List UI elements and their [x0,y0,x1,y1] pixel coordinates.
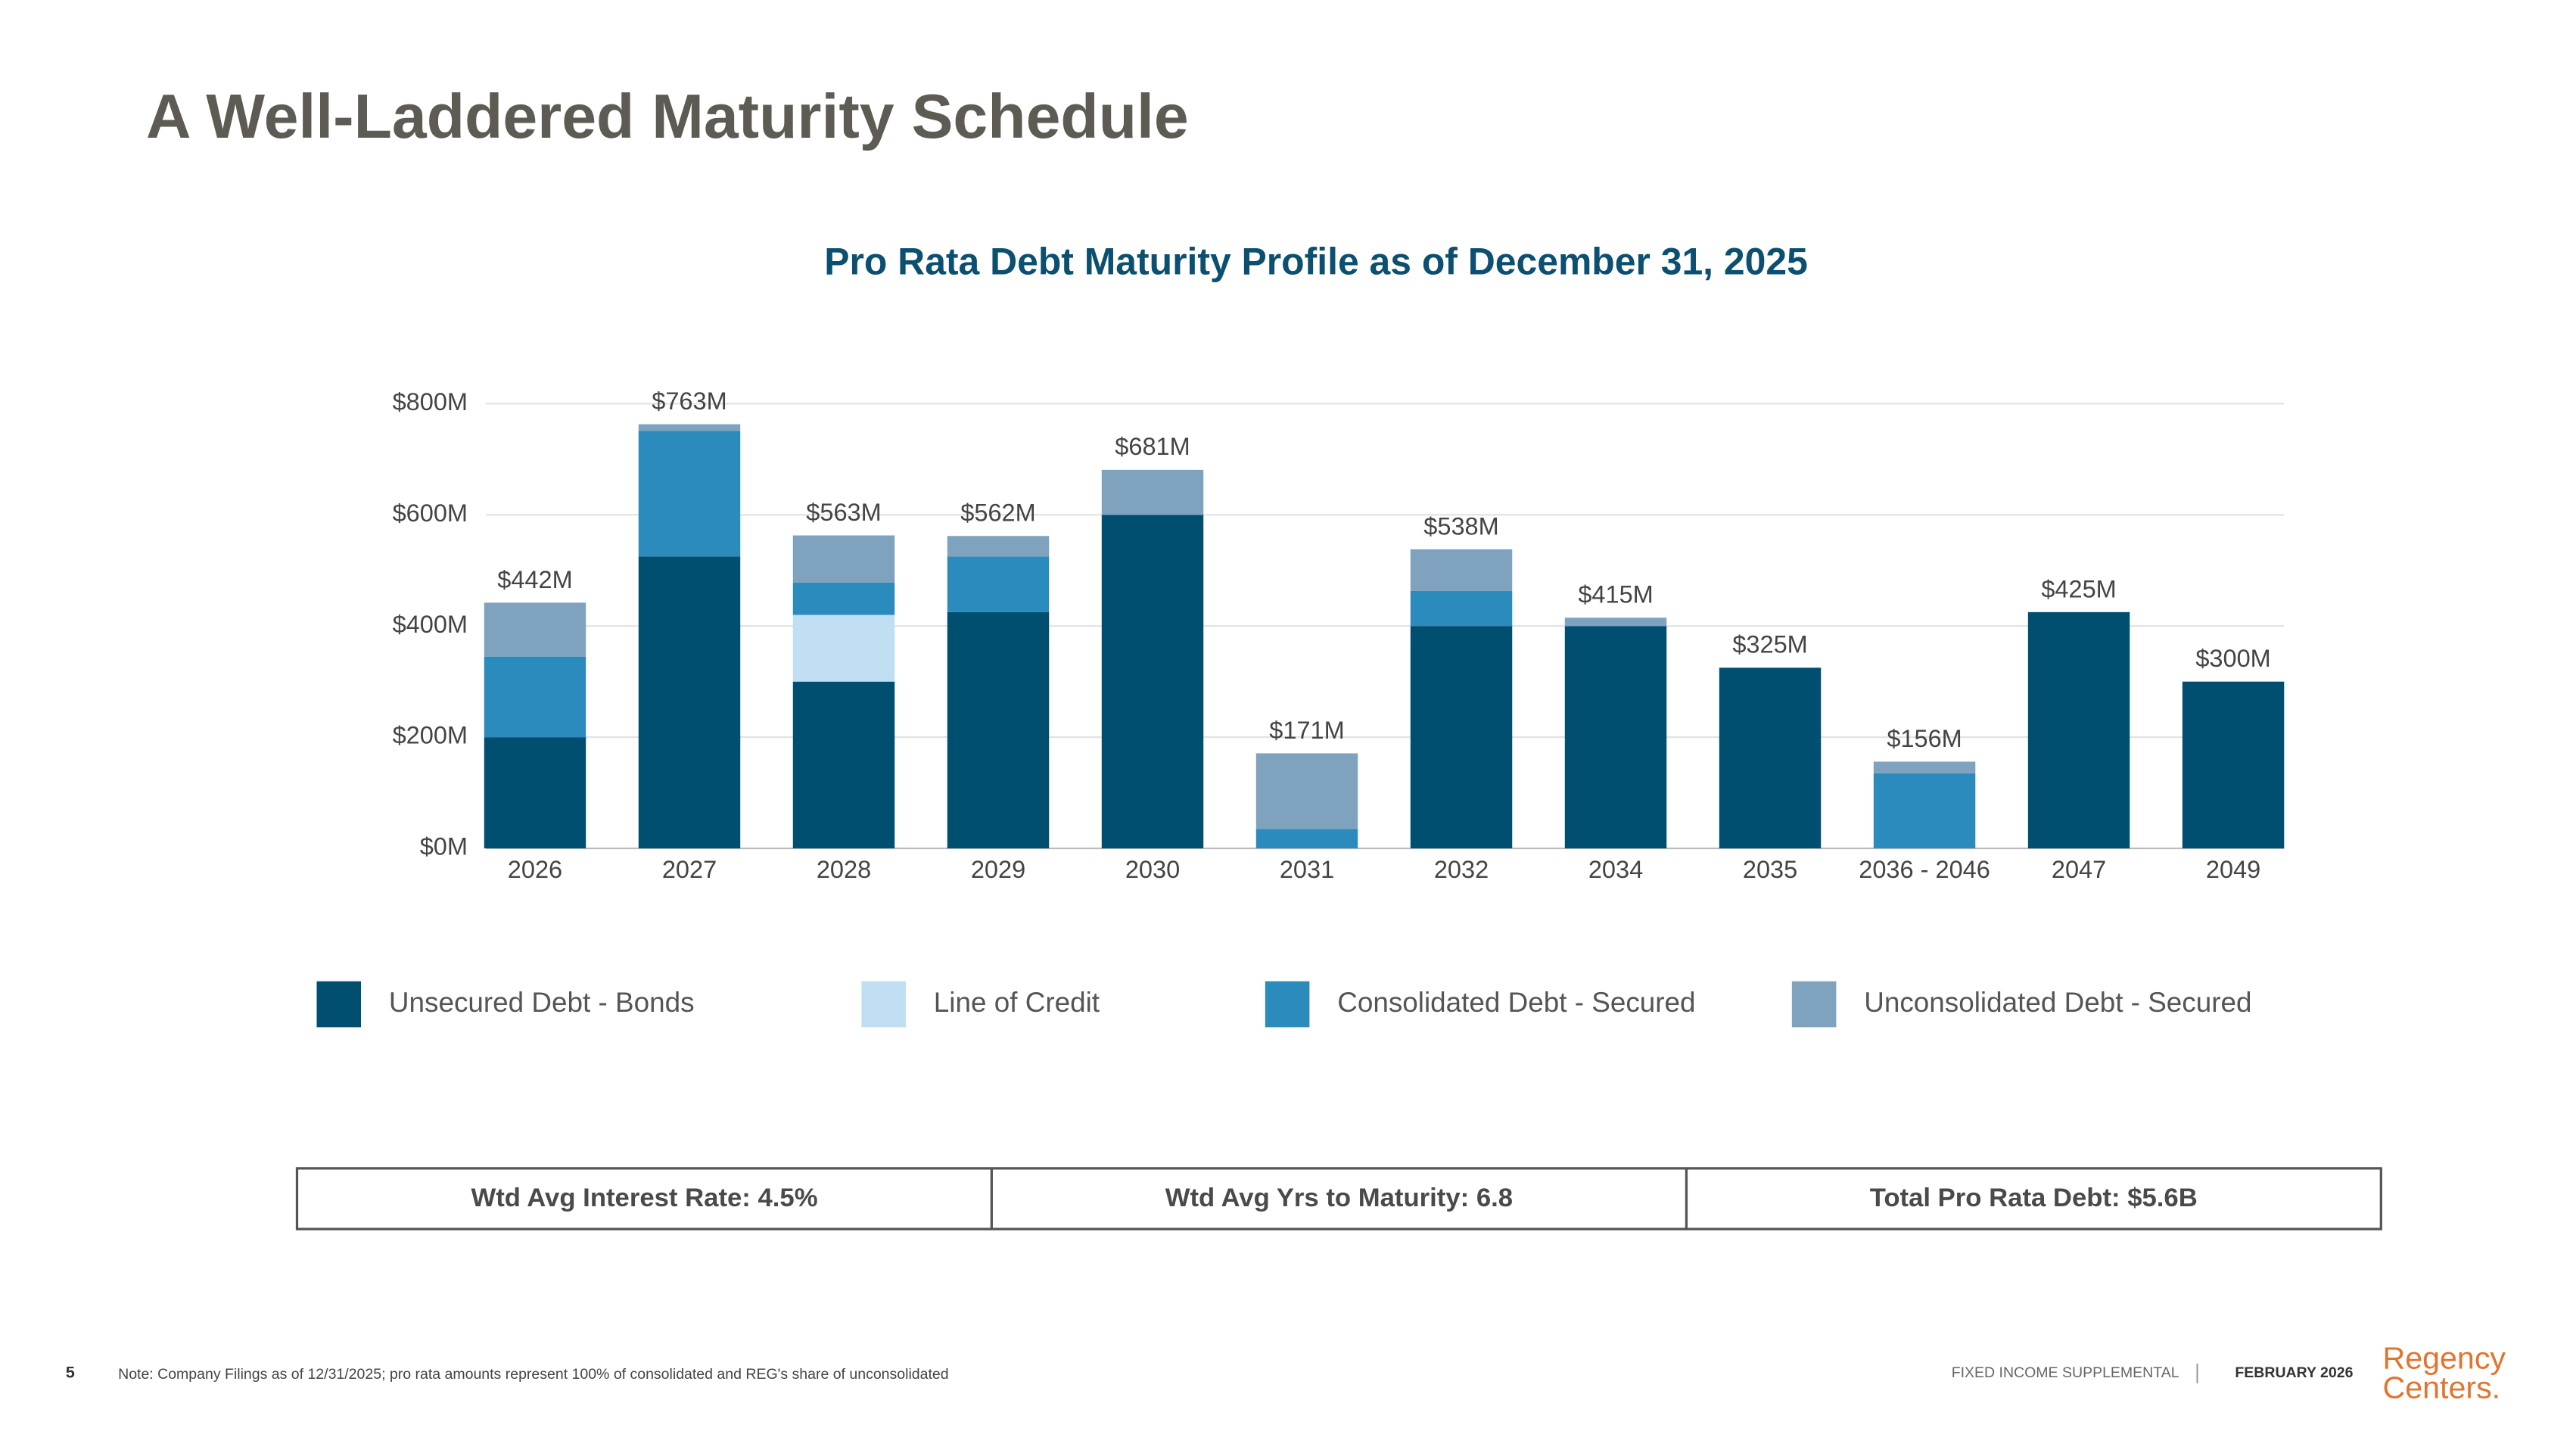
x-tick-label: 2027 [662,856,717,883]
legend: Unsecured Debt - Bonds Line of Credit Cons… [316,981,2251,1028]
x-tick-label: 2030 [1125,856,1180,883]
y-tick-label: $0M [420,833,468,860]
x-tick-label: 2026 [508,856,562,883]
bar-segment [792,681,895,849]
total-label: $562M [960,499,1035,527]
logo: Centers. [2382,1370,2500,1405]
summary-table: Wtd Avg Interest Rate: 4.5% Wtd Avg Yrs … [295,1167,2382,1230]
y-tick-label: $400M [393,611,468,638]
summary-cell: Total Pro Rata Debt: $5.6B [1870,1184,2198,1212]
bar-segment [2027,611,2130,849]
bar-segment [484,737,586,849]
bar-segment [1101,469,1204,515]
footnote: Note: Company Filings as of 12/31/2025; … [118,1366,948,1383]
total-label: $538M [1423,512,1498,540]
summary-cell: Wtd Avg Yrs to Maturity: 6.8 [1165,1184,1513,1212]
x-tick-label: 2032 [1434,856,1489,883]
total-label: $300M [2195,645,2270,672]
bar-segment [1255,829,1358,849]
legend-swatch [316,981,362,1028]
total-label: $171M [1269,717,1344,744]
footer-date: FEBRUARY 2026 [2235,1364,2353,1381]
bar-segment [484,602,586,657]
bar-segment [638,431,741,557]
legend-label: Unconsolidated Debt - Secured [1864,987,2251,1018]
bar-segment [638,424,741,431]
page-title: A Well-Laddered Maturity Schedule [146,82,1189,151]
total-label: $763M [652,387,726,415]
bar-segment [792,614,895,682]
legend-swatch [1265,981,1310,1028]
legend-label: Consolidated Debt - Secured [1337,987,1695,1018]
bar-segment [1873,761,1976,773]
legend-swatch [861,981,906,1028]
y-tick-label: $800M [393,388,468,415]
total-label: $425M [2041,575,2116,602]
legend-swatch [1791,981,1837,1028]
x-tick-label: 2029 [971,856,1025,883]
bar-segment [484,656,586,738]
bar-segment [1564,626,1667,849]
bar-segment [1255,753,1358,829]
bar-segment [947,556,1050,612]
total-label: $156M [1887,725,1962,752]
legend-label: Line of Credit [934,987,1100,1018]
bar-segment [792,535,895,583]
page-number: 5 [66,1363,75,1382]
total-label: $681M [1115,433,1190,460]
x-tick-label: 2031 [1280,856,1334,883]
total-label: $442M [497,566,572,593]
total-label: $415M [1578,581,1653,608]
table-border [295,1167,2382,1230]
total-label: $325M [1732,631,1807,658]
logo: Regency [2382,1340,2506,1375]
bar-segment [2182,681,2285,849]
x-tick-label: 2034 [1588,856,1643,883]
y-tick-label: $200M [393,722,468,749]
chart-title: Pro Rata Debt Maturity Profile as of Dec… [824,240,1808,282]
x-tick-label: 2036 - 2046 [1859,856,1990,883]
summary-cell: Wtd Avg Interest Rate: 4.5% [471,1184,817,1212]
bar-segment [1101,515,1204,849]
bar-segment [638,556,741,849]
total-label: $563M [806,499,881,526]
bar-segment [1410,590,1513,627]
bar-segment [792,582,895,615]
y-tick-label: $600M [393,499,468,527]
bar-segment [947,611,1050,849]
plot-area: $0M $200M $400M $600M $800M 2026 $442M 2027 $763… [393,387,2285,883]
bar-segment [1564,618,1667,627]
x-tick-label: 2035 [1743,856,1797,883]
x-tick-label: 2028 [817,856,871,883]
footer-document: FIXED INCOME SUPPLEMENTAL [1952,1364,2179,1381]
bar-segment [1410,549,1513,591]
bar-segment [1719,667,1822,849]
x-tick-label: 2049 [2206,856,2260,883]
bar-segment [1873,773,1976,849]
x-tick-label: 2047 [2052,856,2106,883]
bar-segment [947,536,1050,557]
bar-segment [1410,626,1513,849]
legend-label: Unsecured Debt - Bonds [389,987,695,1018]
